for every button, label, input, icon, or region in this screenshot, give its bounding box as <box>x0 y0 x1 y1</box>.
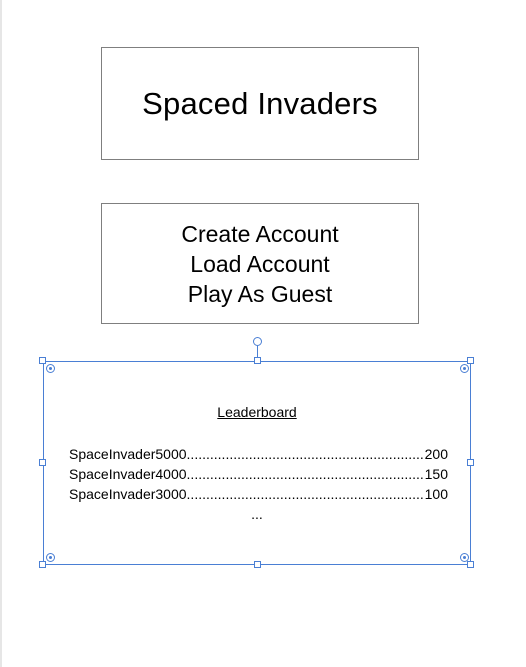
game-title: Spaced Invaders <box>142 85 378 121</box>
leaderboard-dot-leader <box>187 484 425 504</box>
resize-handle-top-left[interactable] <box>39 357 46 364</box>
leaderboard-ellipsis: ... <box>251 506 263 522</box>
leaderboard-row: SpaceInvader3000 100 <box>69 484 448 504</box>
leaderboard-list: SpaceInvader5000 200 SpaceInvader4000 15… <box>69 444 448 504</box>
leaderboard-row: SpaceInvader5000 200 <box>69 444 448 464</box>
resize-handle-middle-right[interactable] <box>467 459 474 466</box>
load-account-option[interactable]: Load Account <box>190 250 330 277</box>
rotate-handle[interactable] <box>253 337 262 346</box>
create-account-option[interactable]: Create Account <box>181 220 339 247</box>
leaderboard-player-name: SpaceInvader5000 <box>69 446 187 462</box>
leaderboard-score: 200 <box>424 446 448 462</box>
resize-handle-bottom-left[interactable] <box>39 561 46 568</box>
leaderboard-score: 100 <box>424 486 448 502</box>
leaderboard-score: 150 <box>424 466 448 482</box>
corner-anchor-icon[interactable] <box>46 364 55 373</box>
menu-box[interactable]: Create Account Load Account Play As Gues… <box>101 203 419 324</box>
corner-anchor-icon[interactable] <box>460 553 469 562</box>
resize-handle-middle-left[interactable] <box>39 459 46 466</box>
leaderboard-player-name: SpaceInvader3000 <box>69 486 187 502</box>
resize-handle-bottom-right[interactable] <box>467 561 474 568</box>
corner-anchor-icon[interactable] <box>46 553 55 562</box>
leaderboard-title: Leaderboard <box>217 404 297 420</box>
resize-handle-bottom-center[interactable] <box>254 561 261 568</box>
corner-anchor-icon[interactable] <box>460 364 469 373</box>
leaderboard-row: SpaceInvader4000 150 <box>69 464 448 484</box>
leaderboard-dot-leader <box>187 464 425 484</box>
leaderboard-box[interactable]: Leaderboard SpaceInvader5000 200 SpaceIn… <box>43 361 471 565</box>
resize-handle-top-right[interactable] <box>467 357 474 364</box>
resize-handle-top-center[interactable] <box>254 357 261 364</box>
leaderboard-dot-leader <box>187 444 425 464</box>
leaderboard-player-name: SpaceInvader4000 <box>69 466 187 482</box>
rotate-handle-connector <box>257 346 258 358</box>
canvas-left-edge <box>0 0 2 667</box>
play-as-guest-option[interactable]: Play As Guest <box>187 280 333 307</box>
title-box[interactable]: Spaced Invaders <box>101 47 419 160</box>
